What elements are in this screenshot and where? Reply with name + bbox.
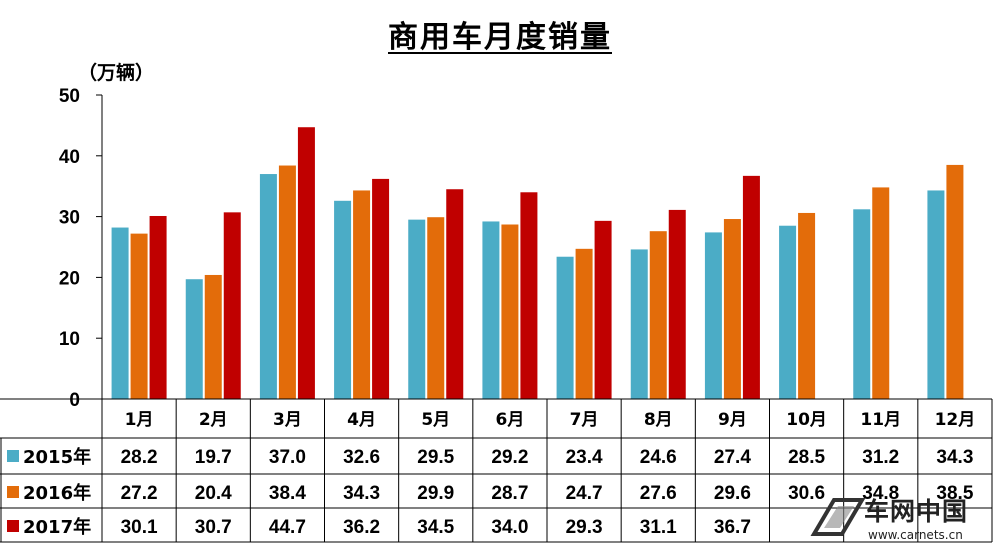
- bar: [223, 212, 241, 399]
- watermark-text: 车网中国: [864, 497, 969, 526]
- data-cell: 30.1: [121, 517, 158, 538]
- category-label: 2月: [199, 410, 228, 430]
- bar: [723, 219, 741, 399]
- series-label: 2016年: [23, 482, 91, 504]
- bar: [408, 219, 426, 399]
- watermark-url: www.carnets.cn: [868, 528, 963, 542]
- bar: [427, 217, 445, 399]
- data-cell: 27.4: [714, 447, 751, 468]
- bar: [149, 215, 167, 399]
- data-cell: 34.0: [491, 517, 528, 538]
- bar: [649, 231, 667, 399]
- unit-label: （万辆）: [78, 62, 155, 84]
- series-label: 2015年: [23, 446, 91, 468]
- data-cell: 38.5: [936, 483, 973, 504]
- series-label: 2017年: [23, 516, 91, 538]
- data-cell: 36.7: [714, 517, 751, 538]
- category-label: 8月: [644, 410, 673, 430]
- data-cell: 36.2: [343, 517, 380, 538]
- data-table: 1月 2月 3月 4月 5月 6月 7月 8月 9月 10月 11月 12月 2015年 28.2 19.7…: [0, 398, 993, 543]
- legend-key: [7, 450, 19, 462]
- y-tick-label: 0: [69, 390, 80, 411]
- data-cell: 34.3: [936, 447, 973, 468]
- data-cell: 28.2: [121, 447, 158, 468]
- bar: [520, 192, 538, 399]
- data-cell: 44.7: [269, 517, 306, 538]
- bar: [297, 127, 315, 399]
- data-cell: 27.6: [640, 483, 677, 504]
- data-cell: 23.4: [566, 447, 603, 468]
- bar: [111, 227, 129, 399]
- chart-title: 商用车月度销量: [388, 20, 612, 55]
- y-tick-label: 10: [59, 329, 80, 350]
- data-cell: 38.4: [269, 483, 306, 504]
- bar: [630, 249, 648, 399]
- y-tick-label: 50: [59, 86, 80, 107]
- watermark-logo: 车网中国 www.carnets.cn: [808, 488, 998, 550]
- data-cell: 30.6: [788, 483, 825, 504]
- data-cell: 30.7: [195, 517, 232, 538]
- bar: [353, 190, 371, 399]
- legend-key: [7, 486, 19, 498]
- bar: [482, 221, 500, 399]
- bar: [556, 256, 574, 399]
- bar: [204, 274, 222, 399]
- category-label: 10月: [786, 410, 827, 430]
- category-label: 7月: [570, 410, 599, 430]
- data-cell: 32.6: [343, 447, 380, 468]
- bar: [185, 279, 203, 399]
- category-label: 4月: [347, 410, 376, 430]
- category-label: 5月: [421, 410, 450, 430]
- data-cell: 29.2: [491, 447, 528, 468]
- bar: [704, 232, 722, 399]
- data-cell: 29.3: [566, 517, 603, 538]
- category-label: 3月: [273, 410, 302, 430]
- category-label: 1月: [125, 410, 154, 430]
- category-label: 9月: [718, 410, 747, 430]
- category-label: 11月: [860, 410, 901, 430]
- legend-key: [7, 520, 19, 532]
- category-label: 12月: [935, 410, 976, 430]
- y-tick-label: 30: [59, 208, 80, 229]
- bar: [278, 165, 296, 399]
- logo-icon: [810, 498, 866, 536]
- bar: [259, 174, 277, 399]
- data-cell: 24.6: [640, 447, 677, 468]
- data-cell: 34.5: [417, 517, 454, 538]
- data-cell: 34.3: [343, 483, 380, 504]
- bar: [946, 164, 964, 399]
- data-cell: 29.6: [714, 483, 751, 504]
- data-cell: 31.2: [862, 447, 899, 468]
- bars: [111, 127, 964, 399]
- bar: [334, 200, 352, 399]
- data-cell: 34.8: [862, 483, 899, 504]
- bar: [742, 175, 760, 399]
- data-cell: 27.2: [121, 483, 158, 504]
- bar: [779, 225, 797, 399]
- data-cell: 19.7: [195, 447, 232, 468]
- y-tick-label: 20: [59, 268, 80, 289]
- bar: [853, 209, 871, 399]
- category-label: 6月: [495, 410, 524, 430]
- data-cell: 29.5: [417, 447, 454, 468]
- bar: [668, 209, 686, 399]
- bar: [872, 187, 890, 399]
- data-cell: 20.4: [195, 483, 232, 504]
- bar: [798, 212, 816, 399]
- bar: [927, 190, 945, 399]
- bar: [501, 224, 519, 399]
- bar: [446, 189, 464, 399]
- bar: [575, 248, 593, 399]
- data-cell: 24.7: [566, 483, 603, 504]
- data-cell: 37.0: [269, 447, 306, 468]
- y-tick-label: 40: [59, 147, 80, 168]
- data-cell: 29.9: [417, 483, 454, 504]
- data-cell: 28.7: [491, 483, 528, 504]
- bar: [594, 220, 612, 399]
- bar: [372, 178, 390, 399]
- data-cell: 28.5: [788, 447, 825, 468]
- data-cell: 31.1: [640, 517, 677, 538]
- bar: [130, 233, 148, 399]
